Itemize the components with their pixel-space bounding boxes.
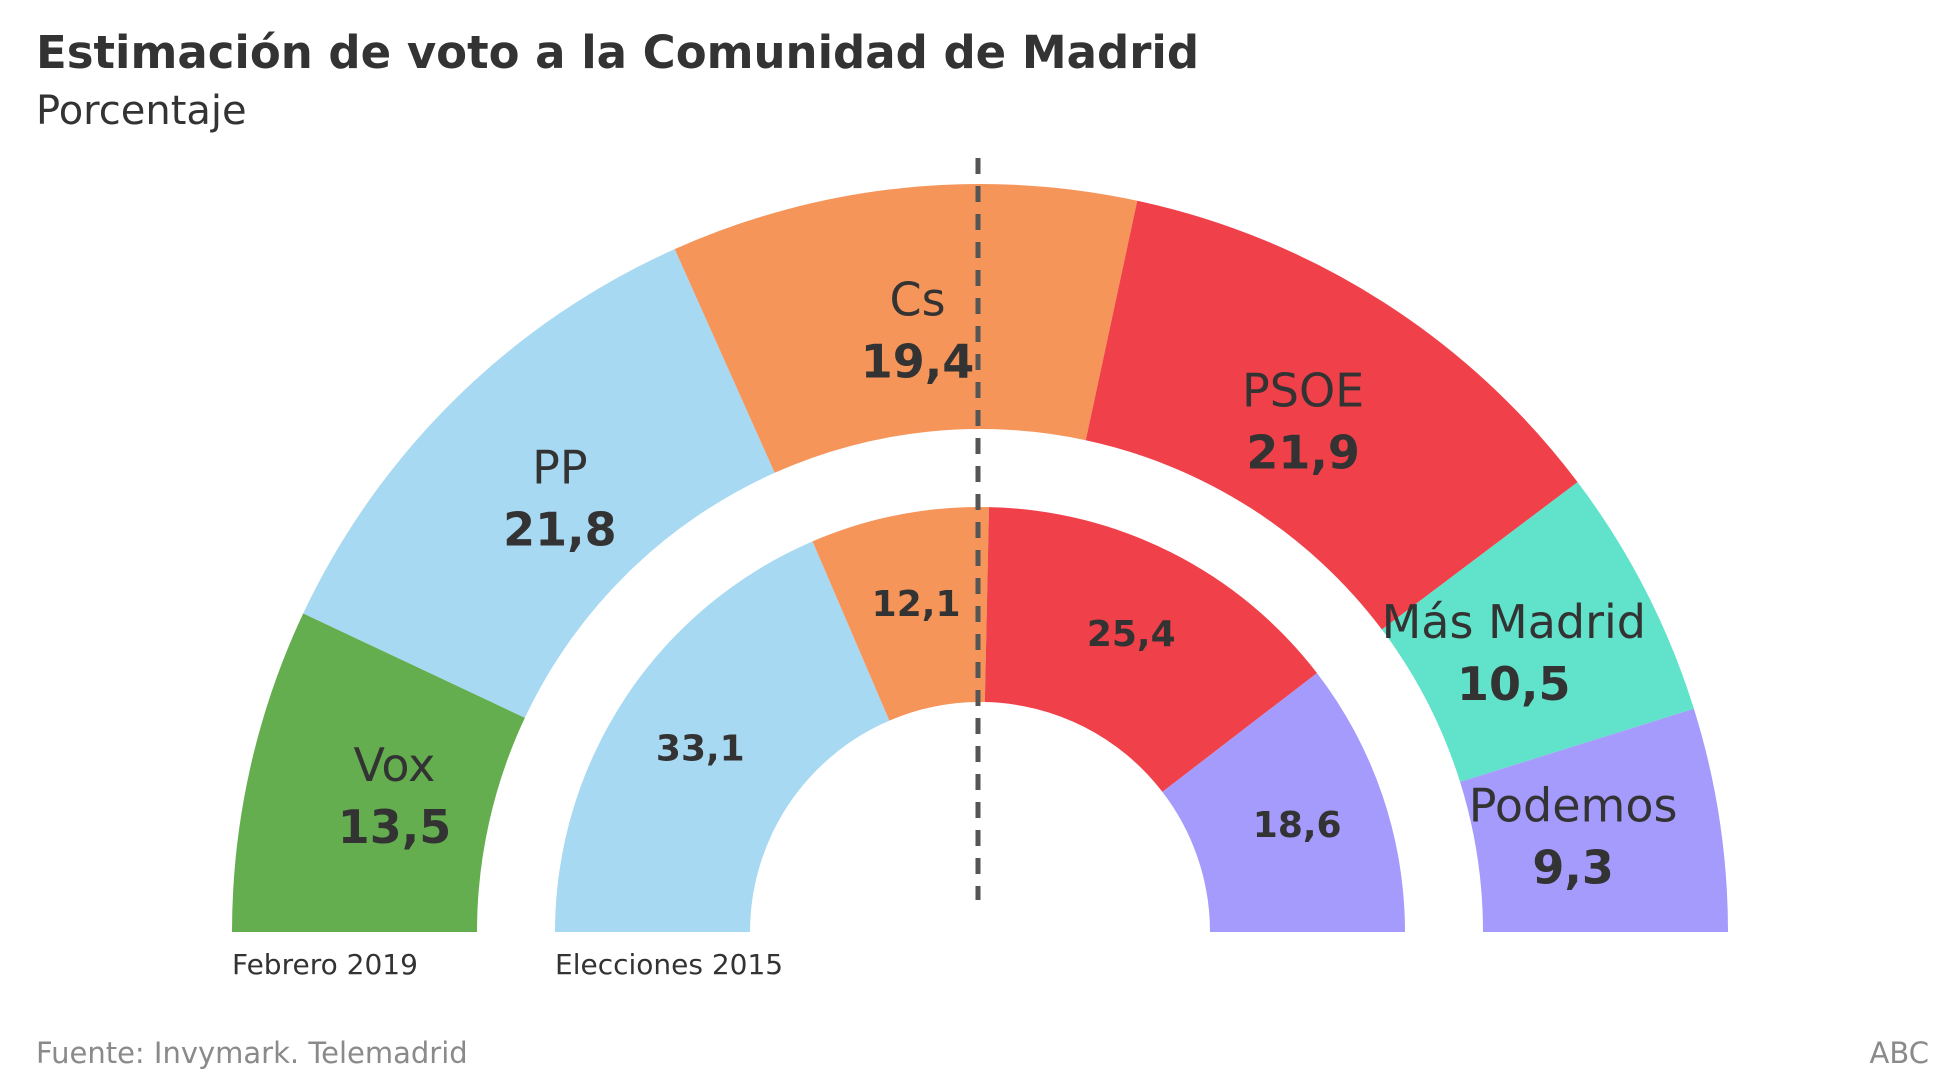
inner-value-label: 12,1 bbox=[872, 584, 961, 625]
inner-slice-podemos bbox=[1162, 673, 1405, 932]
inner-slice-cs bbox=[812, 507, 989, 721]
outer-ring bbox=[232, 184, 1728, 932]
outer-slice-pp bbox=[303, 249, 775, 718]
outer-value-label: 19,4 bbox=[861, 334, 975, 388]
inner-value-label: 18,6 bbox=[1253, 805, 1342, 846]
source-note: Fuente: Invymark. Telemadrid bbox=[36, 1036, 468, 1070]
inner-slice-pp bbox=[555, 541, 890, 932]
outer-value-label: 21,9 bbox=[1246, 425, 1360, 479]
outer-slice-cs bbox=[674, 184, 1138, 473]
outer-slice-podemos bbox=[1460, 708, 1728, 932]
outer-slice-más-madrid bbox=[1381, 482, 1694, 782]
outer-value-label: 13,5 bbox=[338, 800, 452, 854]
outer-name-label: Más Madrid bbox=[1382, 595, 1646, 649]
outer-value-label: 10,5 bbox=[1457, 657, 1571, 711]
publisher-brand: ABC bbox=[1869, 1036, 1929, 1070]
outer-slice-psoe bbox=[1085, 200, 1578, 630]
chart-subtitle: Porcentaje bbox=[36, 88, 247, 134]
inner-value-label: 33,1 bbox=[656, 729, 745, 770]
outer-value-label: 9,3 bbox=[1532, 840, 1614, 894]
inner-ring-caption: Elecciones 2015 bbox=[555, 948, 783, 981]
inner-slice-psoe bbox=[984, 507, 1318, 792]
outer-name-label: Cs bbox=[889, 272, 945, 326]
outer-name-label: PSOE bbox=[1242, 363, 1364, 417]
outer-ring-caption: Febrero 2019 bbox=[232, 948, 418, 981]
inner-ring bbox=[555, 507, 1405, 932]
outer-name-label: Podemos bbox=[1469, 778, 1678, 832]
outer-value-label: 21,8 bbox=[503, 503, 617, 557]
inner-value-label: 25,4 bbox=[1087, 614, 1176, 655]
outer-slice-vox bbox=[232, 613, 525, 932]
outer-name-label: Vox bbox=[354, 738, 436, 792]
chart-title: Estimación de voto a la Comunidad de Mad… bbox=[36, 26, 1200, 79]
outer-name-label: PP bbox=[532, 441, 587, 495]
